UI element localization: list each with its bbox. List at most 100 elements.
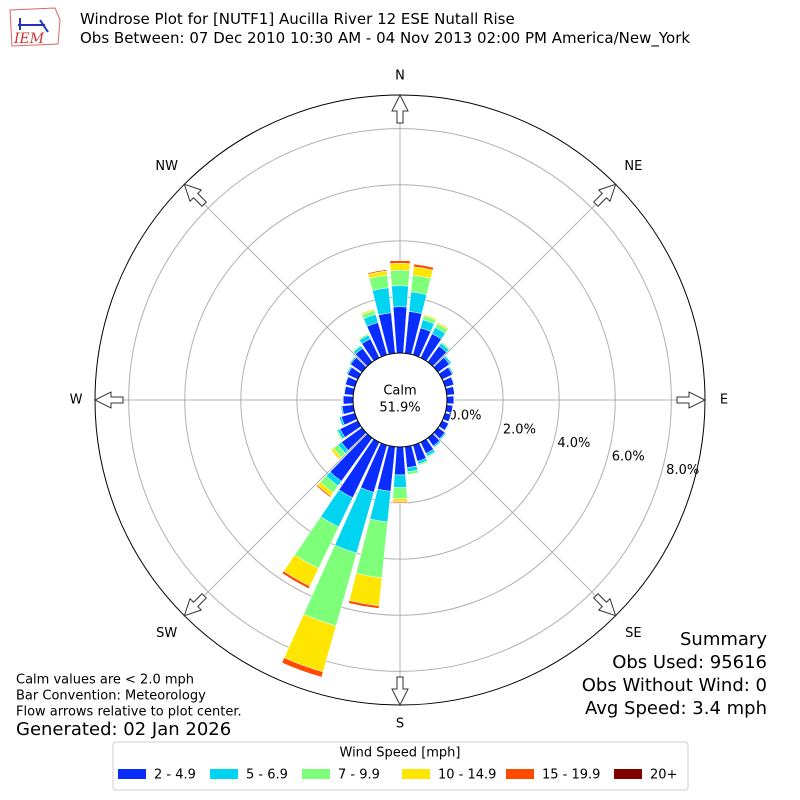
flow-arrow-shape	[183, 183, 207, 207]
flow-arrow-shape	[93, 391, 124, 409]
bar-segment	[348, 573, 383, 607]
flow-arrow	[391, 93, 409, 124]
bar-segment	[451, 376, 455, 385]
bar-segment	[367, 269, 387, 274]
spoke	[183, 432, 368, 617]
bar-segment	[338, 417, 343, 427]
logo: IEM	[9, 7, 61, 47]
bar-segment	[437, 321, 449, 329]
bar-segment	[341, 404, 355, 415]
summary-line: Obs Used: 95616	[612, 652, 767, 673]
note: Flow arrows relative to plot center.	[16, 705, 242, 720]
bar-segment	[441, 341, 451, 349]
legend-swatch	[506, 769, 534, 779]
flow-arrow	[183, 183, 207, 207]
legend-swatch	[210, 769, 238, 779]
note: Bar Convention: Meteorology	[16, 689, 206, 704]
generated: Generated: 02 Jan 2026	[16, 719, 231, 740]
note: Calm values are < 2.0 mph	[16, 673, 194, 688]
bar-segment	[348, 603, 379, 609]
calm-label: Calm	[383, 384, 416, 399]
bar-segment	[392, 487, 408, 500]
bar-segment	[335, 430, 342, 441]
bar-segment	[392, 306, 408, 354]
flow-arrow-shape	[391, 93, 409, 124]
bar-segment	[445, 423, 450, 431]
compass-label: NE	[624, 159, 642, 174]
flow-arrow	[676, 391, 707, 409]
legend-label: 15 - 19.9	[542, 768, 600, 783]
legend-label: 7 - 9.9	[338, 768, 380, 783]
logo-text: IEM	[13, 31, 45, 47]
bar-segment	[413, 263, 434, 268]
compass-label: N	[395, 69, 405, 84]
grid-ring	[128, 128, 672, 672]
legend-label: 20+	[650, 768, 677, 783]
summary-line: Obs Without Wind: 0	[582, 675, 767, 696]
bar-segment	[446, 395, 455, 405]
grid-ring	[184, 184, 616, 616]
r-tick-label: 4.0%	[557, 436, 590, 451]
spoke	[183, 183, 368, 368]
flow-arrow-shape	[593, 183, 617, 207]
flow-arrow	[593, 593, 617, 617]
bar-segment	[445, 355, 452, 363]
compass-label: S	[396, 717, 404, 732]
chart-subtitle: Obs Between: 07 Dec 2010 10:30 AM - 04 N…	[80, 29, 690, 48]
legend-swatch	[302, 769, 330, 779]
bar-segment	[389, 260, 411, 264]
grid-ring	[240, 240, 560, 560]
bar-segment	[340, 405, 343, 415]
flow-arrow-shape	[183, 593, 207, 617]
flow-arrow-shape	[391, 676, 409, 707]
compass-label: NW	[155, 159, 178, 174]
r-tick-label: 0.0%	[448, 409, 481, 424]
r-tick-label: 2.0%	[503, 422, 536, 437]
legend-swatch	[402, 769, 430, 779]
r-tick-label: 8.0%	[666, 463, 699, 478]
legend-label: 2 - 4.9	[154, 768, 196, 783]
bar-segment	[345, 366, 351, 374]
spoke	[432, 432, 617, 617]
chart-title: Windrose Plot for [NUTF1] Aucilla River …	[80, 10, 515, 28]
spoke	[432, 183, 617, 368]
bar-segment	[372, 287, 392, 316]
bar-segment	[451, 405, 454, 414]
legend-swatch	[614, 769, 642, 779]
legend-label: 10 - 14.9	[438, 768, 496, 783]
r-tick-label: 6.0%	[612, 449, 645, 464]
flow-arrow-shape	[676, 391, 707, 409]
bar-segment	[391, 285, 409, 308]
legend-title: Wind Speed [mph]	[340, 746, 461, 761]
bar-segment	[410, 274, 432, 295]
bar-segment	[342, 395, 354, 405]
flow-arrow-shape	[593, 593, 617, 617]
summary-line: Summary	[680, 629, 767, 650]
compass-label: SE	[625, 626, 641, 641]
flow-arrow	[593, 183, 617, 207]
bar-segment	[360, 308, 375, 314]
calm-circle	[352, 352, 448, 448]
bar-segment	[448, 414, 452, 423]
bar-segment	[281, 662, 322, 678]
flow-arrow	[93, 391, 124, 409]
compass-label: E	[720, 393, 728, 408]
bar-segment	[434, 442, 442, 449]
flow-arrow	[391, 676, 409, 707]
bar-segment	[316, 485, 331, 498]
summary-line: Avg Speed: 3.4 mph	[585, 698, 767, 719]
legend-box	[112, 741, 689, 791]
bar-segment	[389, 263, 411, 271]
bar-segment	[453, 386, 456, 395]
legend-swatch	[118, 769, 146, 779]
flow-arrow	[183, 593, 207, 617]
legend-label: 5 - 6.9	[246, 768, 288, 783]
compass-label: W	[70, 393, 83, 408]
bar-segment	[390, 270, 410, 287]
compass-label: SW	[156, 626, 177, 641]
bar-segment	[343, 386, 346, 395]
bar-segment	[408, 291, 427, 314]
bar-segment	[394, 446, 406, 476]
calm-value: 51.9%	[379, 401, 420, 416]
